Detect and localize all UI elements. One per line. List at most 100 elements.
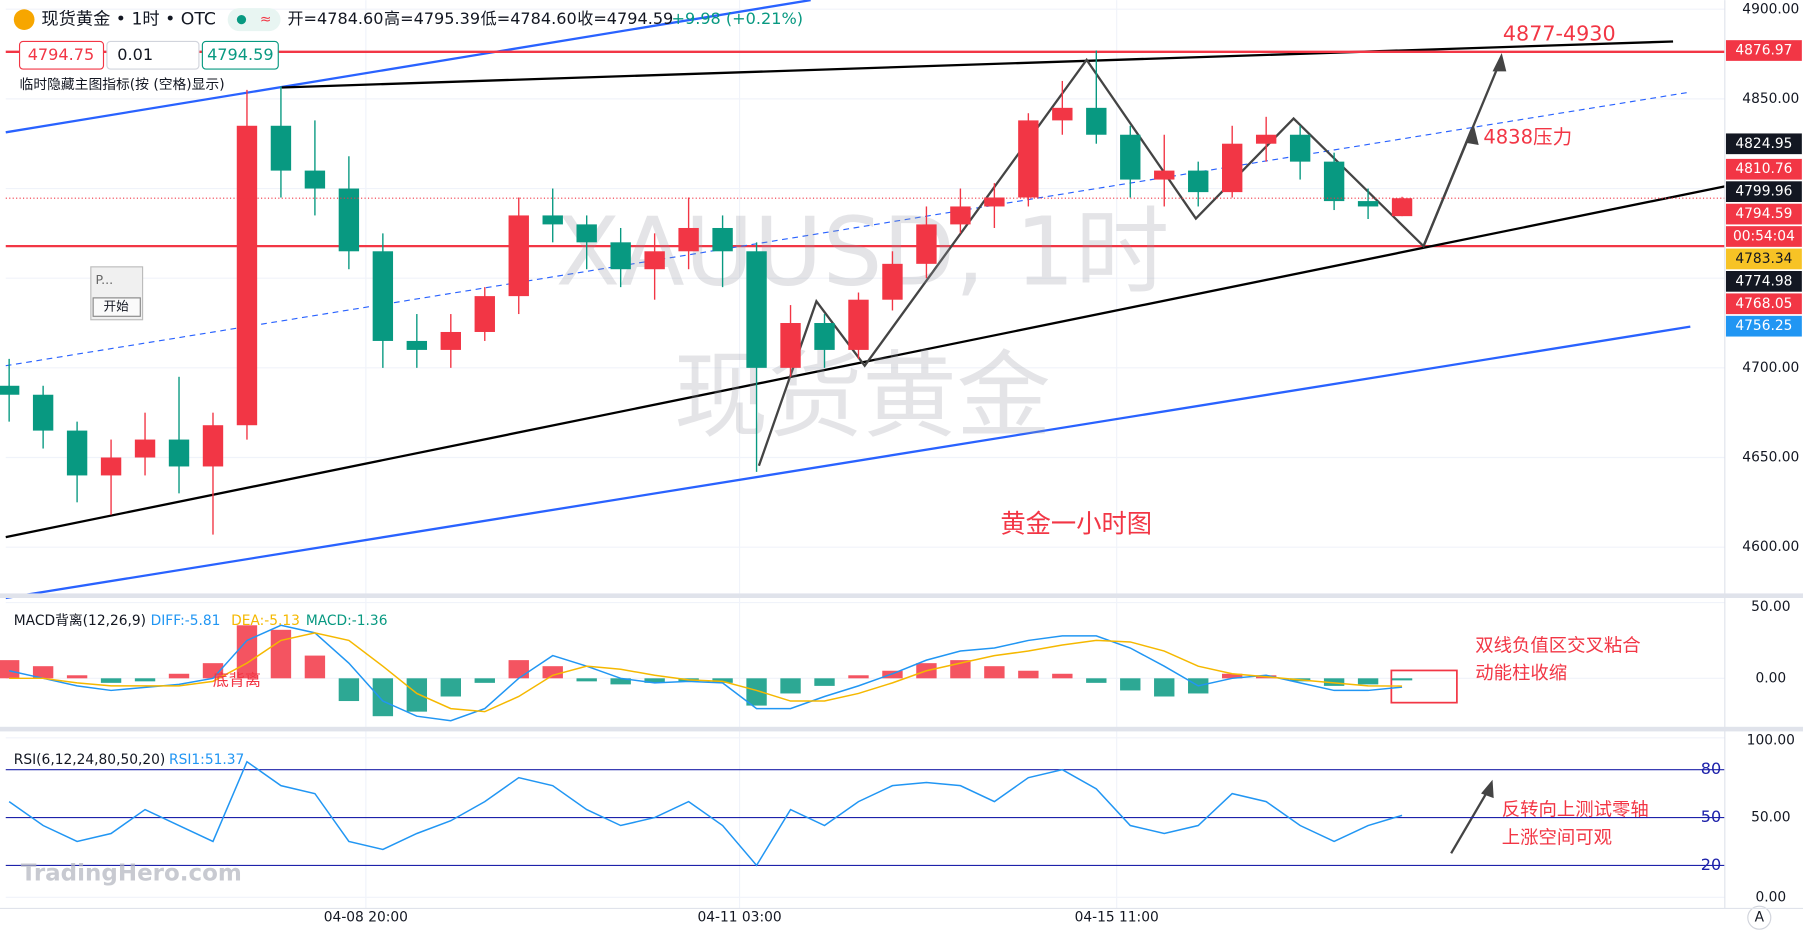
macd-bar [746, 678, 767, 706]
hint: 临时隐藏主图指标(按 (空格)显示) [20, 77, 225, 93]
price-label-bg [1725, 248, 1802, 270]
price-label: 4774.98 [1735, 273, 1792, 289]
price-label: 4783.34 [1735, 251, 1792, 267]
candle-body [304, 170, 326, 189]
candle-body [916, 224, 937, 264]
macd-bar [406, 678, 428, 712]
price-label-bg [1725, 226, 1802, 247]
y-tick-label: 4850.00 [1742, 91, 1799, 107]
open: 开=4784.60 [287, 9, 383, 28]
candle-body [950, 206, 971, 225]
status-icon: ≈ [260, 12, 272, 28]
rsi-legend-value: RSI1:51.37 [169, 752, 244, 768]
quantity-input[interactable] [106, 40, 200, 70]
symbol[interactable]: 现货黄金 • 1时 • OTC [41, 10, 216, 30]
macd-bar [202, 663, 224, 679]
annotation: 黄金一小时图 [1000, 510, 1152, 539]
price-label-bg [1725, 181, 1802, 203]
candle-body [848, 299, 869, 350]
annotation: 4838压力 [1483, 126, 1572, 149]
macd-legend: MACD背离(12,26,9) [14, 612, 146, 629]
price-label-bg [1725, 133, 1802, 155]
candle-body [1052, 107, 1073, 121]
trend-line [281, 40, 1674, 89]
candle-body [712, 227, 733, 252]
price-label-bg [1725, 315, 1802, 337]
macd-bar [1120, 678, 1141, 691]
candle-body [236, 125, 258, 426]
macd-bar [848, 675, 869, 679]
candle-body [1154, 170, 1175, 180]
candle-body [1357, 201, 1379, 207]
candle-body [474, 296, 495, 332]
x-tick-label: 04-11 03:00 [697, 910, 781, 926]
candle-body [270, 125, 292, 171]
change: +9.98 (+0.21%) [672, 9, 803, 28]
candle-body [1188, 170, 1209, 193]
candle-body [1120, 134, 1141, 180]
macd-bar [712, 678, 733, 683]
panel-separator [0, 593, 1803, 599]
macd-bar [372, 678, 394, 717]
macd-bar [780, 678, 801, 694]
high: 高=4795.39 [384, 9, 480, 28]
price-label-bg [1725, 203, 1802, 225]
candle-body [1018, 120, 1039, 198]
arrow-head [1492, 52, 1507, 72]
indicator-line [9, 632, 1403, 713]
price-label: 4824.95 [1735, 136, 1792, 152]
macd-bar [1357, 678, 1379, 685]
candle-body [1289, 134, 1311, 162]
status-pill[interactable] [227, 8, 281, 32]
y-tick-label: 0.00 [1755, 670, 1786, 686]
quantity: 0.01 [117, 45, 153, 64]
candle-body [1255, 134, 1277, 144]
candle-body [0, 385, 20, 395]
trend-line [5, 185, 1726, 539]
annotation: 反转向上测试零轴 [1502, 800, 1649, 821]
symbol-icon [13, 9, 35, 30]
candle-body [372, 251, 394, 341]
candle-body [678, 227, 699, 252]
auto-scale-button[interactable] [1747, 905, 1772, 930]
macd-bar [610, 678, 631, 685]
buy-button[interactable] [201, 40, 279, 70]
y-tick-label: 0.00 [1755, 889, 1786, 905]
candle-body [814, 323, 835, 350]
y-tick-label: 100.00 [1747, 733, 1795, 749]
annotation: 动能柱收缩 [1475, 663, 1567, 684]
buy-price: 4794.59 [207, 45, 274, 64]
macd-bar [508, 660, 529, 679]
channel-line [5, 0, 811, 134]
wave-path [757, 57, 1473, 467]
macd-bar [0, 660, 20, 679]
status-dot [236, 15, 247, 25]
close: 收=4794.59 [577, 9, 673, 28]
price-label: 4794.59 [1735, 206, 1792, 222]
macd-legend-macd: MACD:-1.36 [306, 613, 388, 629]
macd-legend-dea: DEA:-5.13 [231, 613, 300, 629]
candle-body [508, 215, 529, 297]
macd-bar [304, 655, 326, 679]
price-label: 4768.05 [1735, 296, 1792, 312]
macd-legend-diff: DIFF:-5.81 [151, 613, 221, 629]
widget-button[interactable] [92, 297, 141, 317]
arrow-head [1464, 126, 1479, 145]
price-label: 4876.97 [1735, 43, 1792, 59]
candle-body [440, 331, 461, 350]
candle-body [610, 242, 631, 270]
annotation: 上涨空间可观 [1502, 827, 1612, 848]
candle-body [1391, 198, 1413, 217]
sell-button[interactable] [18, 40, 105, 70]
widget-title: P... [95, 272, 113, 287]
macd-bar [542, 666, 563, 679]
macd-bar [1323, 678, 1345, 686]
watermark: 现货黄金 [674, 341, 1051, 451]
macd-bar [134, 678, 156, 682]
annotation: 底背离 [213, 670, 261, 689]
candle-body [32, 394, 54, 431]
macd-bar [1154, 678, 1175, 697]
